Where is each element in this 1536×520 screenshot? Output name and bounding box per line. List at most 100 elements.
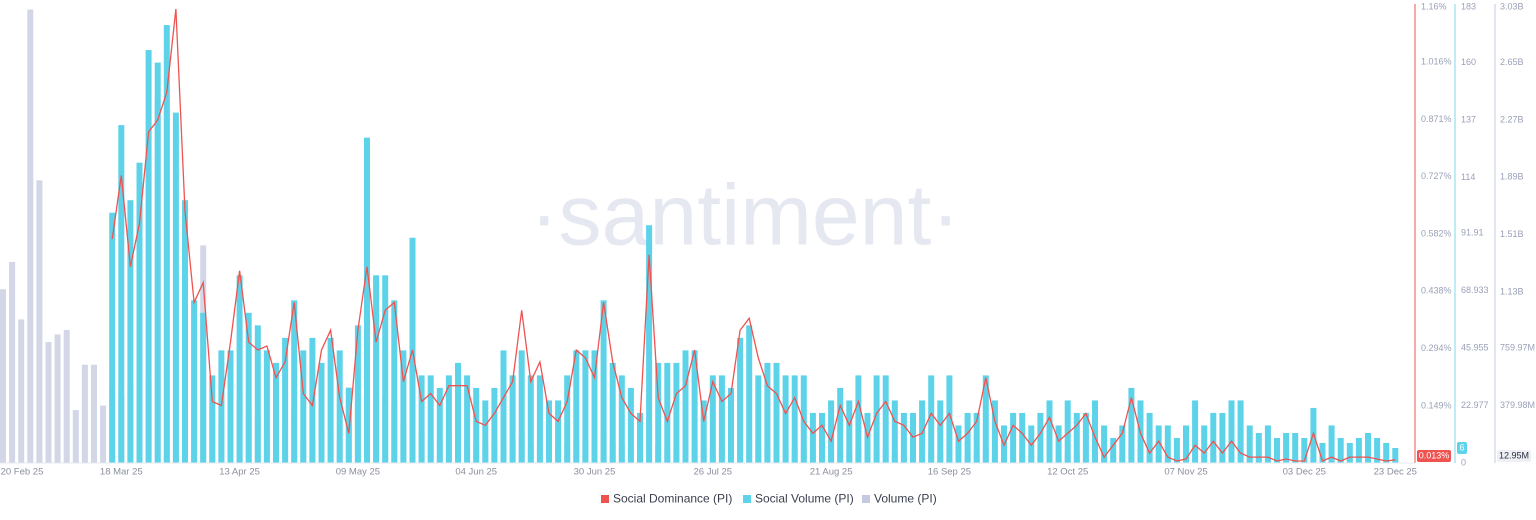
y2-tick-label: 137 [1461,115,1476,125]
bar [72,410,79,463]
bar [782,375,789,463]
bar [354,325,361,463]
y-tick-label: 0.294% [1421,343,1452,353]
bar [691,350,698,463]
bar [964,412,971,463]
value-tag-label: 12.95M [1499,450,1529,460]
bar [36,180,43,463]
y2-tick-label: 114 [1461,172,1475,182]
watermark: ·santiment· [530,168,960,264]
bar [1092,400,1098,463]
bar [991,400,998,463]
bar [445,375,452,463]
x-tick-label: 09 May 25 [336,467,380,478]
bar [591,350,598,463]
legend-label[interactable]: Social Dominance (PI) [613,492,732,506]
x-tick-label: 03 Dec 25 [1283,467,1326,478]
bar [191,300,198,463]
bar [236,275,243,463]
bar [809,412,816,463]
value-tag [1457,441,1467,454]
bar [1392,447,1399,463]
bar [1192,400,1199,463]
bar [755,375,762,463]
bar [254,325,261,463]
bar [273,362,279,463]
bar [1264,425,1271,463]
bar [1164,425,1171,463]
legend-label[interactable]: Volume (PI) [874,492,937,506]
y2-tick-label: 45.955 [1461,342,1489,352]
y-tick-label: 1.16% [1421,1,1447,11]
bar [673,362,680,463]
bar [382,275,389,463]
bar [982,375,989,463]
y2-tick-label: 91.91 [1461,227,1484,237]
bar [1255,432,1262,463]
bar [1374,437,1381,463]
bar [882,375,889,463]
bar [718,375,725,463]
bar [482,400,489,463]
bar [309,337,316,463]
bar [937,400,944,463]
bar [282,337,289,463]
bar [637,412,643,463]
bars [0,9,1399,464]
bar [573,350,580,463]
bar [1319,442,1326,463]
bar [364,137,370,463]
bar [618,375,625,463]
bar [746,325,753,463]
bar [846,400,853,463]
bar [891,400,898,463]
bar [555,400,562,463]
x-tick-label: 13 Apr 25 [219,467,260,478]
bar [1346,442,1353,463]
bar [1046,400,1053,463]
bar [1155,425,1162,463]
bar [919,400,926,463]
bar [737,337,744,463]
bar [764,362,771,463]
bar [509,375,516,463]
y-tick-label: 0.438% [1421,286,1452,296]
bar [100,405,107,463]
bar [600,300,607,463]
value-tag-label: 6 [1459,442,1464,452]
bar [27,9,34,463]
x-tick-label: 26 Jul 25 [694,467,733,478]
bar [946,375,953,463]
bar [91,364,97,463]
bar [218,350,225,463]
bar [0,289,6,463]
bar [63,329,70,463]
bar [9,261,16,463]
bar [1383,442,1390,463]
bar [518,350,525,463]
bar [45,342,52,463]
bar [318,362,325,463]
bar [182,200,188,463]
legend-swatch [743,495,751,503]
y3-tick-label: 1.89B [1500,172,1524,182]
bar [427,375,434,463]
bar [418,375,425,463]
line [111,8,1396,462]
bar [1119,425,1126,463]
bar [873,375,880,463]
bar [700,400,707,463]
bar [1237,400,1244,463]
y3-tick-label: 379.98M [1500,400,1535,410]
bar [1037,412,1044,463]
bar [1183,425,1189,463]
y2-tick-label: 68.933 [1461,285,1489,295]
legend-label[interactable]: Social Volume (PI) [755,492,854,506]
bar [910,412,916,463]
bar [664,362,671,463]
bar [1064,400,1071,463]
bar [391,300,398,463]
bar [109,212,116,463]
bar [500,350,507,463]
bar [327,337,334,463]
